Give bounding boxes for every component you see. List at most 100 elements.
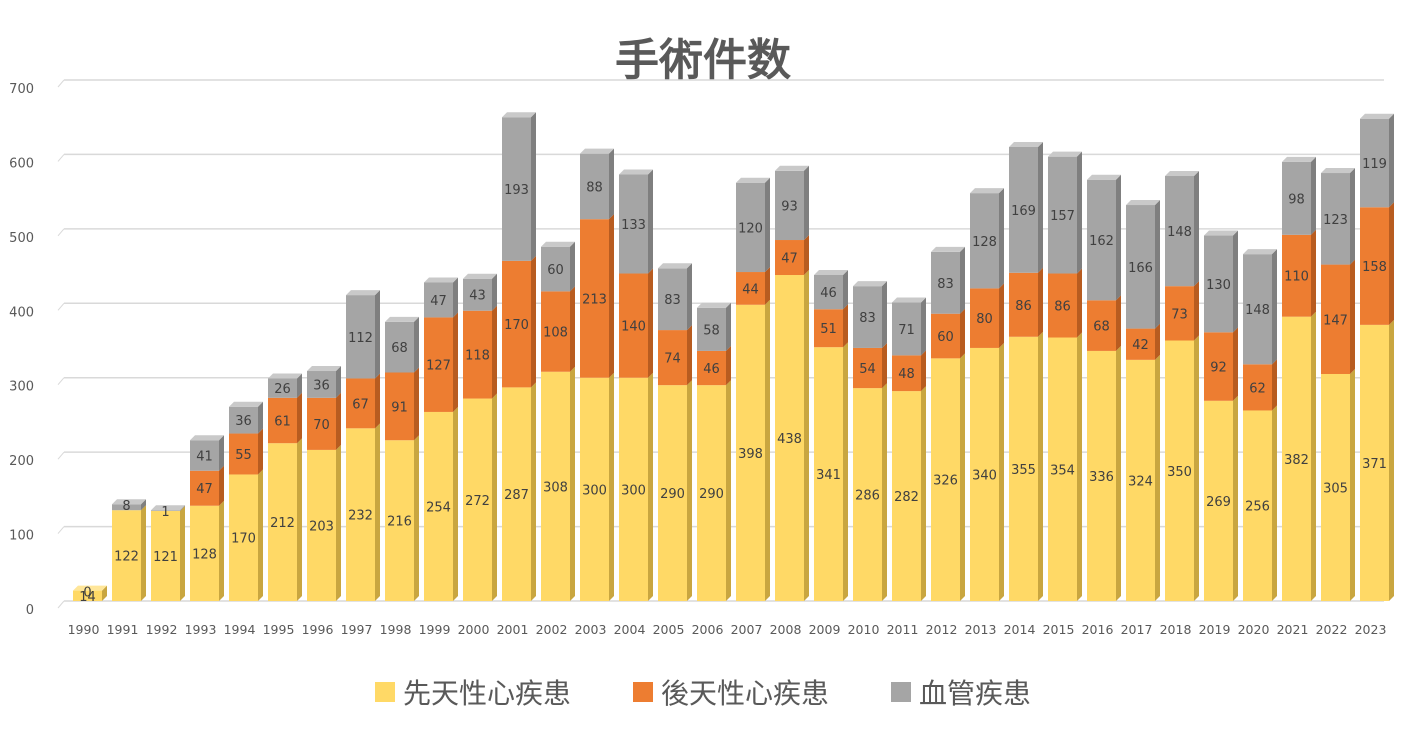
bar-segment	[346, 295, 375, 379]
x-tick-label: 2014	[1004, 622, 1036, 637]
x-tick-label: 1997	[341, 622, 373, 637]
bar-top	[112, 499, 146, 505]
x-tick-label: 2021	[1277, 622, 1309, 637]
data-label: 282	[894, 490, 919, 505]
bar-segment	[190, 440, 219, 471]
data-label: 36	[313, 378, 330, 393]
bar-segment	[736, 272, 765, 305]
data-label: 58	[703, 323, 720, 338]
bar-segment	[385, 321, 414, 373]
bar-top	[346, 290, 380, 296]
bar-side	[921, 350, 926, 392]
legend-item-vascular[interactable]: 血管疾患	[891, 672, 1031, 712]
bar-segment	[853, 388, 882, 601]
bar-side	[843, 342, 848, 601]
bar-side	[1077, 268, 1082, 338]
bar-side	[1389, 319, 1394, 601]
data-label: 193	[504, 183, 529, 198]
legend-swatch-acquired	[632, 682, 653, 702]
bar-side	[921, 386, 926, 601]
y-tick-label: 400	[9, 305, 34, 320]
bar-segment	[73, 590, 102, 601]
bar-top	[1321, 168, 1355, 174]
gridline-depth	[57, 154, 65, 162]
x-tick-label: 2012	[926, 622, 958, 637]
data-label: 93	[781, 199, 798, 214]
bar-side	[1233, 395, 1238, 601]
bar-segment	[151, 510, 180, 511]
x-tick-label: 2018	[1160, 622, 1192, 637]
legend-swatch-congenital	[374, 682, 395, 702]
bar-side	[687, 263, 692, 331]
bar-segment	[424, 317, 453, 412]
bar-segment	[385, 372, 414, 441]
data-label: 54	[859, 362, 876, 377]
data-label: 286	[855, 489, 880, 504]
data-label: 300	[582, 483, 607, 498]
bar-segment	[970, 288, 999, 348]
data-label: 169	[1011, 204, 1036, 219]
bar-side	[804, 165, 809, 241]
bar-side	[1272, 359, 1277, 411]
legend-item-congenital[interactable]: 先天性心疾患	[374, 672, 571, 712]
data-label: 80	[976, 312, 993, 327]
bar-side	[999, 188, 1004, 289]
data-label: 147	[1323, 313, 1348, 328]
bar-side	[609, 148, 614, 220]
x-tick-label: 1990	[68, 622, 100, 637]
bar-side	[258, 428, 263, 475]
data-label: 14	[79, 590, 96, 605]
bar-segment	[502, 117, 531, 261]
bar-segment	[307, 397, 336, 450]
bar-side	[843, 304, 848, 348]
bar-side	[1194, 335, 1199, 601]
bar-top	[424, 277, 458, 283]
data-label: 83	[937, 277, 954, 292]
bar-top	[502, 112, 536, 118]
bar-top	[697, 302, 731, 308]
bar-side	[882, 383, 887, 601]
bar-side	[1389, 113, 1394, 208]
data-label: 269	[1206, 495, 1231, 510]
x-tick-label: 2013	[965, 622, 997, 637]
bar-side	[1038, 267, 1043, 337]
legend-label-vascular: 血管疾患	[919, 677, 1032, 710]
bar-side	[297, 392, 302, 444]
bar-top	[1048, 151, 1082, 157]
gridline-depth	[57, 228, 65, 237]
bar-side	[1155, 354, 1160, 601]
data-label: 212	[270, 516, 295, 531]
bar-top	[463, 273, 497, 279]
chart-title: 手術件数	[615, 35, 791, 86]
bar-side	[180, 505, 185, 511]
bar-segment	[619, 174, 648, 274]
bar-top	[619, 169, 653, 175]
x-tick-label: 2006	[692, 622, 724, 637]
bar-side	[414, 367, 419, 441]
data-label: 256	[1245, 500, 1270, 515]
data-label: 83	[859, 311, 876, 326]
bar-side	[609, 214, 614, 378]
y-tick-label: 600	[9, 156, 34, 171]
bar-segment	[1204, 400, 1233, 601]
bar-side	[1194, 281, 1199, 341]
legend-item-acquired[interactable]: 後天性心疾患	[632, 672, 829, 712]
bar-segment	[814, 309, 843, 348]
bar-side	[687, 325, 692, 386]
x-tick-label: 2003	[575, 622, 607, 637]
bar-side	[843, 270, 848, 310]
bar-top	[1009, 141, 1043, 147]
bar-segment	[151, 510, 180, 601]
bar-top	[775, 165, 809, 171]
bar-side	[1194, 171, 1199, 287]
data-label: 88	[586, 180, 603, 195]
data-label: 128	[972, 235, 997, 250]
bar-side	[648, 169, 653, 274]
bar-side	[414, 435, 419, 601]
bar-segment	[970, 193, 999, 289]
bar-top	[385, 316, 419, 322]
data-label: 308	[543, 480, 568, 495]
bar-segment	[268, 397, 297, 444]
bar-segment	[931, 313, 960, 359]
